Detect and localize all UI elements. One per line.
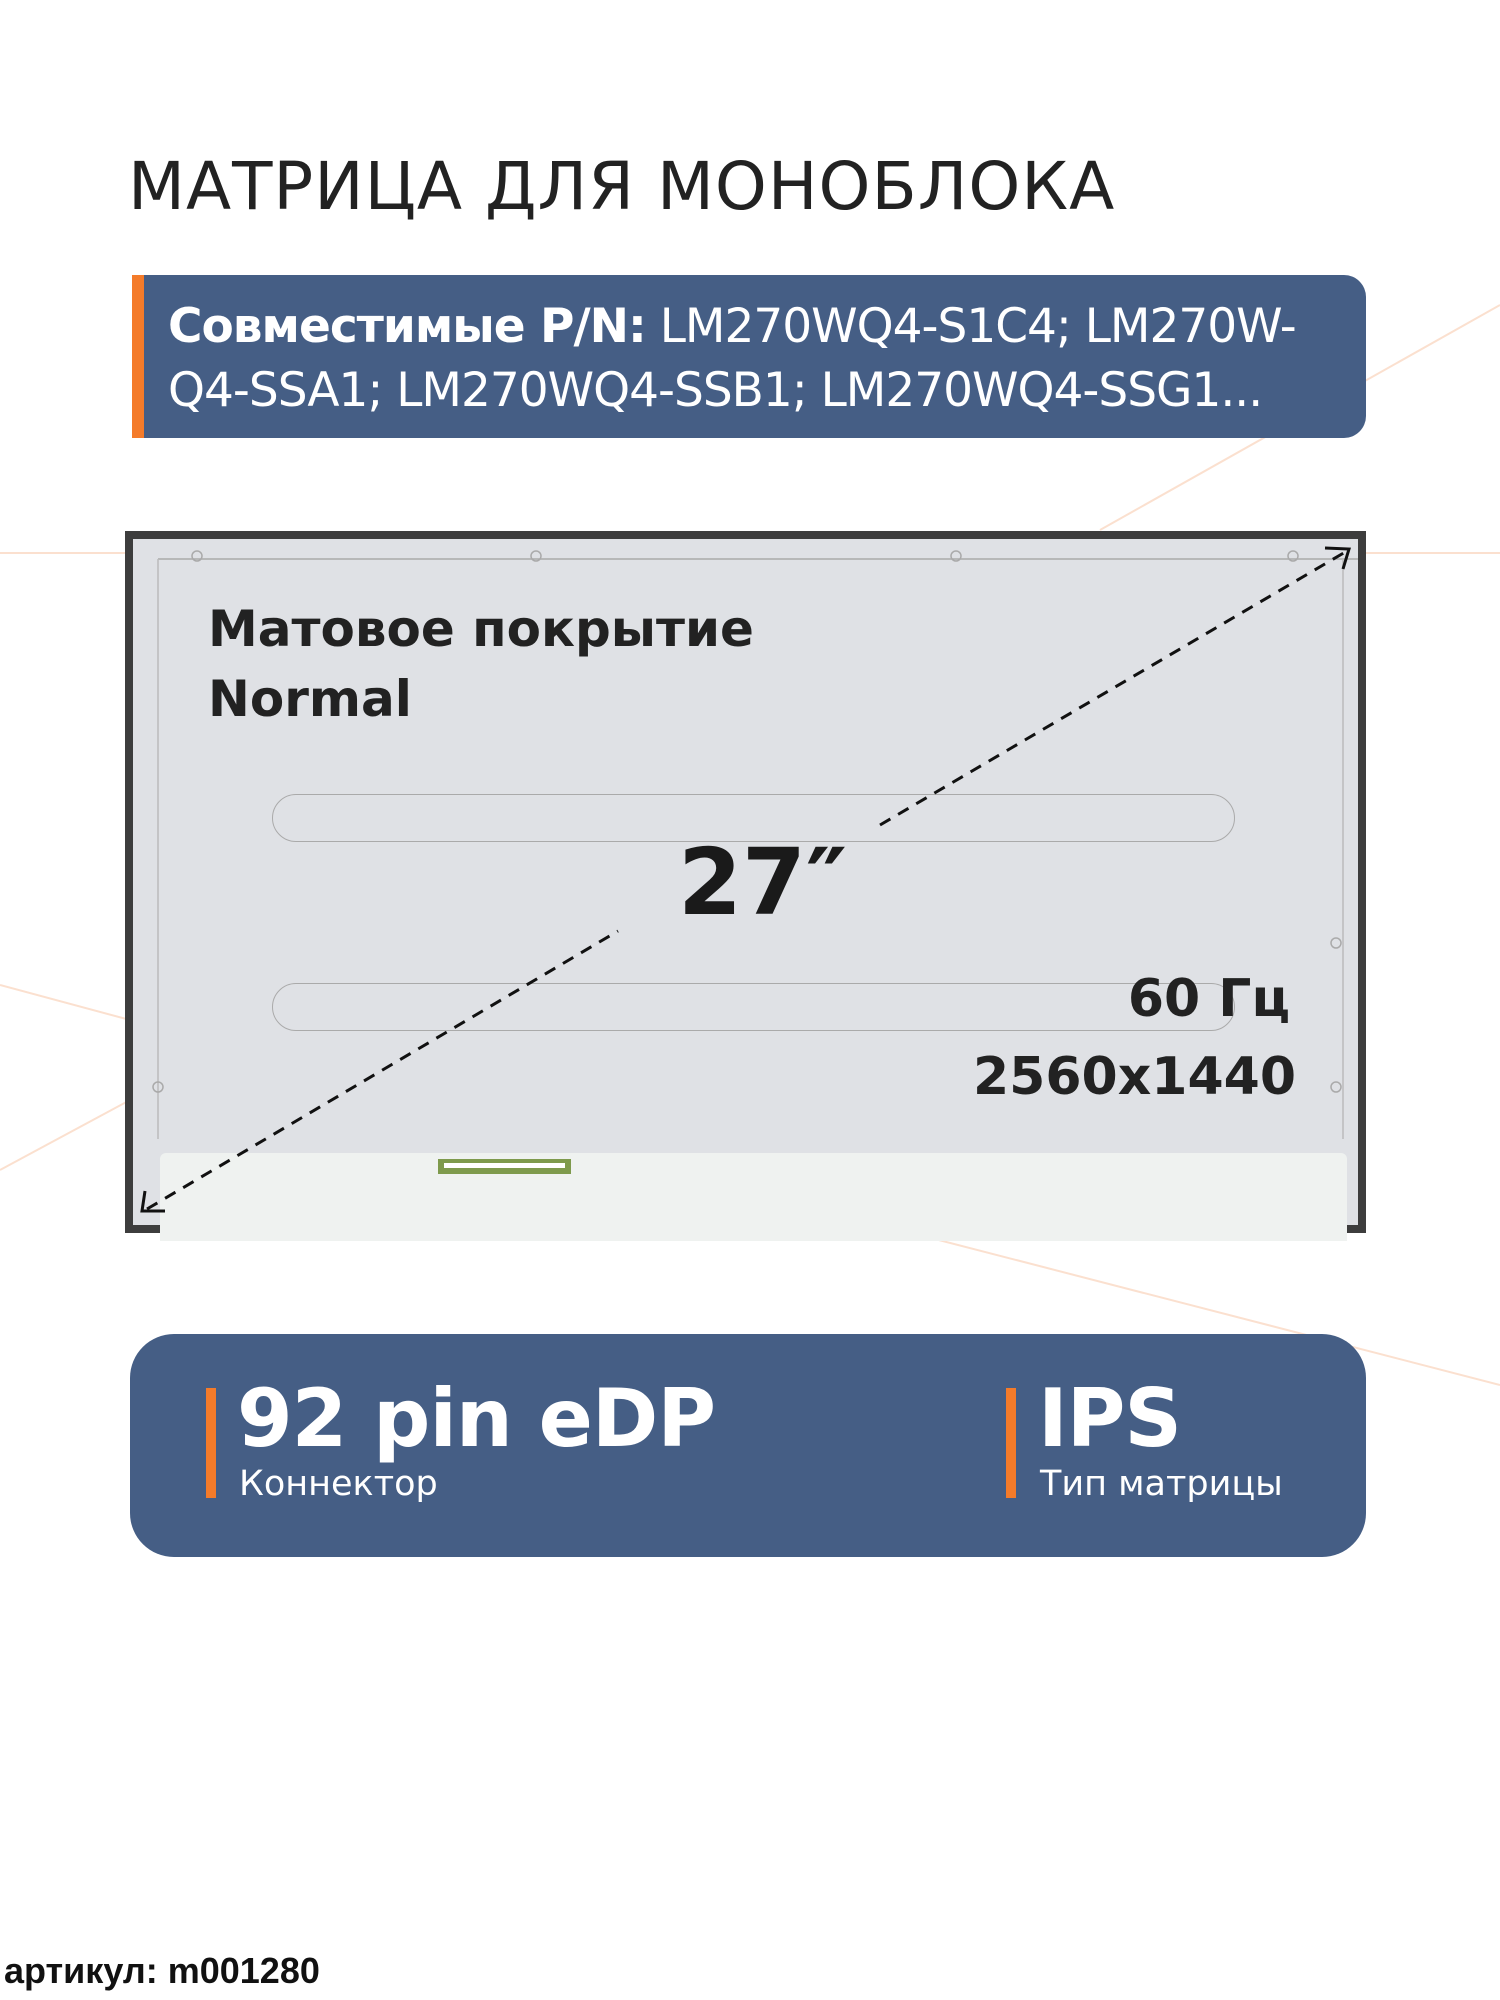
connector-port (438, 1159, 571, 1174)
coating-label: Матовое покрытие (208, 600, 754, 658)
coating-info: Матовое покрытие Normal (208, 594, 754, 734)
panel-rib-top (272, 794, 1235, 842)
compatible-label: Совместимые P/N: (168, 299, 647, 354)
monitor-panel-image: Матовое покрытие Normal 27″ 60 Гц 2560x1… (125, 531, 1366, 1241)
panel-rib-bottom (272, 983, 1235, 1031)
panel-outline (152, 550, 1358, 1139)
resolution: 2560x1440 (973, 1047, 1296, 1107)
compatible-line2: Q4-SSA1; LM270WQ4-SSB1; LM270WQ4-SSG1... (168, 363, 1263, 418)
refresh-rate: 60 Гц (1127, 969, 1290, 1029)
coating-type: Normal (208, 670, 412, 728)
accent-bar (206, 1388, 216, 1498)
diagonal-size: 27″ (678, 829, 848, 936)
compatible-pn-box: Совместимые P/N: LM270WQ4-S1C4; LM270W- … (132, 275, 1366, 438)
specs-box: 92 pin eDP Коннектор IPS Тип матрицы (130, 1334, 1366, 1557)
page-title: МАТРИЦА ДЛЯ МОНОБЛОКА (128, 148, 1116, 225)
accent-bar (1006, 1388, 1016, 1498)
compatible-line1: LM270WQ4-S1C4; LM270W- (659, 299, 1297, 354)
connector-value: 92 pin eDP (237, 1372, 716, 1465)
article-number: артикул: m001280 (4, 1950, 320, 1991)
panel-pcb-strip (160, 1153, 1347, 1241)
arrow-head-bottom-left-icon (140, 1190, 165, 1213)
panel-back: Матовое покрытие Normal 27″ 60 Гц 2560x1… (133, 539, 1358, 1241)
matrix-type-value: IPS (1038, 1372, 1182, 1465)
arrow-head-top-right-icon (1324, 546, 1351, 570)
matrix-type-label: Тип матрицы (1040, 1464, 1283, 1504)
connector-label: Коннектор (239, 1464, 438, 1504)
diagonal-arrow (140, 546, 1351, 1213)
